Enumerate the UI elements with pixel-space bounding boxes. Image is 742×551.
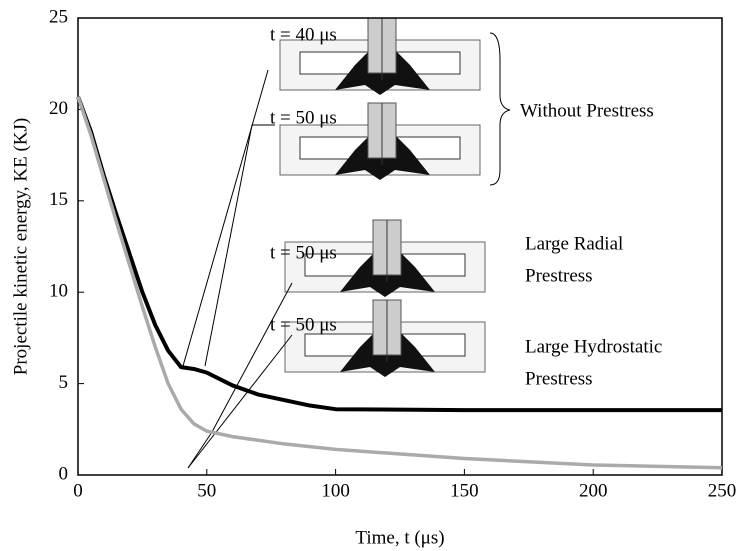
- annotation: Large Hydrostatic: [525, 336, 662, 357]
- annotation: Prestress: [525, 368, 593, 389]
- inset-image: [285, 300, 485, 377]
- annotation: t = 40 μs: [270, 24, 337, 45]
- annotation: t = 50 μs: [270, 242, 337, 263]
- y-tick-label: 5: [59, 372, 69, 393]
- chart: 0 50 100 150 200 250 0 5 10 15 20 25 Time, t (μs) Pro…: [0, 0, 742, 551]
- annotation: t = 50 μs: [270, 314, 337, 335]
- annotation: Prestress: [525, 265, 593, 286]
- x-tick-label: 0: [73, 480, 83, 501]
- annotation: t = 50 μs: [270, 107, 337, 128]
- annotation: Large Radial: [525, 233, 623, 254]
- x-tick-label: 100: [321, 480, 350, 501]
- x-tick-label: 200: [579, 480, 608, 501]
- y-tick-label: 25: [49, 6, 68, 27]
- x-tick-label: 50: [197, 480, 216, 501]
- x-axis-label: Time, t (μs): [355, 527, 444, 548]
- y-axis-label: Projectile kinetic energy, KE (KJ): [10, 118, 31, 375]
- y-tick-label: 10: [49, 281, 68, 302]
- y-tick-label: 20: [49, 98, 68, 119]
- x-tick-label: 250: [708, 480, 737, 501]
- annotation: Without Prestress: [520, 100, 654, 121]
- bracket: [490, 33, 510, 185]
- y-tick-label: 0: [59, 463, 69, 484]
- arrows: [183, 70, 292, 468]
- y-tick-label: 15: [49, 189, 68, 210]
- x-tick-label: 150: [450, 480, 479, 501]
